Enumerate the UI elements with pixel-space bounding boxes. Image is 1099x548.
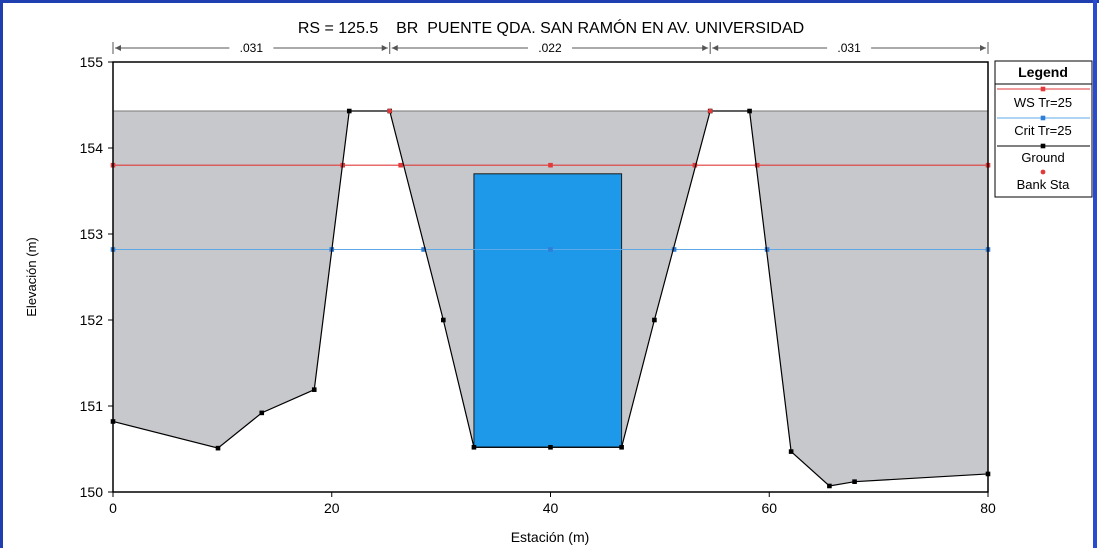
ground-point — [346, 108, 352, 114]
legend: Legend WS Tr=25 Crit Tr=25 Ground Bank Sta — [994, 60, 1093, 198]
x-tick-label: 20 — [324, 500, 340, 516]
ground-point — [259, 410, 265, 416]
bridge-opening — [473, 173, 623, 448]
x-tick-label: 0 — [109, 500, 117, 516]
ws-point — [754, 162, 760, 168]
legend-label: Crit Tr=25 — [1014, 123, 1071, 138]
mannings-zone-arrow-right — [980, 45, 986, 51]
y-tick-label: 152 — [80, 312, 104, 328]
crit-point — [671, 247, 677, 252]
crit-point — [421, 247, 426, 252]
mannings-zone-arrow-left — [115, 45, 121, 51]
bank-station-point — [707, 108, 713, 114]
x-tick-label: 80 — [980, 500, 996, 516]
y-tick-label: 155 — [80, 54, 104, 70]
ground-point — [747, 108, 752, 114]
ground-point — [471, 444, 477, 450]
ground-point — [441, 317, 446, 323]
bank-station-point — [387, 108, 393, 114]
mannings-zone-arrow-left — [712, 45, 719, 51]
x-tick-label: 60 — [761, 500, 777, 516]
x-tick-label: 40 — [543, 500, 559, 516]
ws-point — [398, 162, 403, 168]
legend-marker — [1040, 115, 1046, 121]
legend-marker — [1040, 86, 1046, 92]
ground-point — [827, 483, 832, 489]
legend-marker — [1040, 169, 1046, 175]
mannings-zone-arrow-right — [381, 45, 388, 51]
mannings-zone-arrow-right — [702, 45, 709, 51]
ground-point — [311, 387, 317, 392]
mannings-n-label: .022 — [538, 41, 562, 55]
ground-point — [788, 449, 794, 454]
legend-title: Legend — [1018, 64, 1068, 80]
mannings-n-label: .031 — [837, 41, 861, 55]
ground-point — [548, 444, 553, 450]
legend-label: Ground — [1021, 150, 1064, 165]
window-frame-right-edge — [1093, 0, 1097, 548]
crit-point — [548, 247, 553, 252]
legend-label: WS Tr=25 — [1014, 95, 1072, 110]
chart-title: RS = 125.5 BR PUENTE QDA. SAN RAMÓN EN A… — [298, 18, 804, 37]
y-tick-label: 153 — [80, 226, 104, 242]
ground-point — [852, 479, 857, 484]
mannings-zone-arrow-left — [391, 45, 398, 51]
mannings-n-label: .031 — [240, 41, 264, 55]
ground-point — [652, 317, 657, 323]
x-axis-label: Estación (m) — [511, 529, 590, 545]
ground-point — [215, 445, 221, 451]
legend-label: Bank Sta — [1017, 177, 1071, 192]
y-tick-label: 150 — [80, 484, 104, 500]
ws-point — [548, 162, 553, 168]
y-axis-label: Elevación (m) — [24, 237, 39, 316]
legend-marker — [1040, 143, 1046, 149]
ws-point — [692, 162, 698, 168]
plot-area: 150 151 152 153 154 155 0 20 40 60 80 .031 .022 .031 — [80, 41, 996, 516]
ground-point — [619, 444, 624, 450]
y-tick-label: 151 — [80, 398, 104, 414]
y-tick-label: 154 — [80, 140, 104, 156]
